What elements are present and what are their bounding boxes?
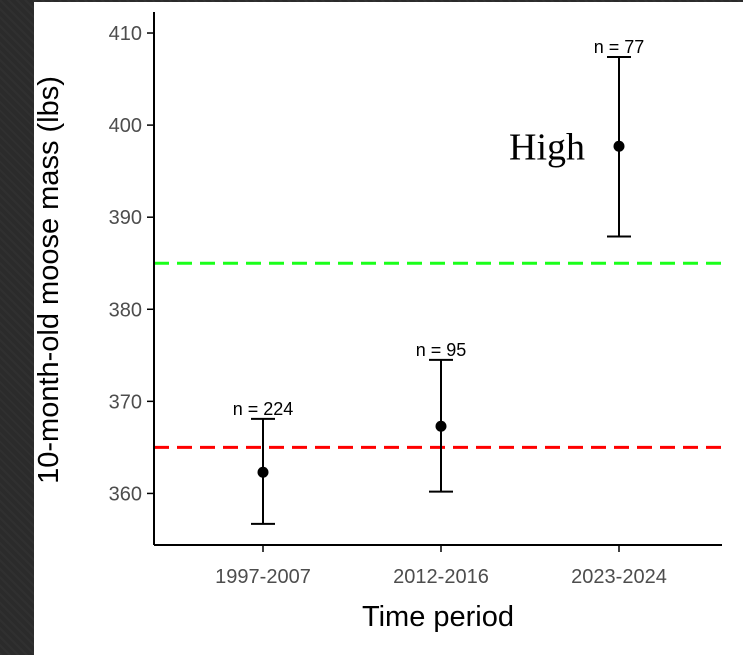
y-tick-label-370: 370: [109, 391, 142, 413]
x-tick-label-2012-2016: 2012-2016: [393, 566, 489, 588]
y-axis-title: 10-month-old moose mass (lbs): [34, 76, 65, 484]
annotation-high: High: [509, 126, 585, 168]
y-tick-label-360: 360: [109, 483, 142, 505]
y-tick-label-390: 390: [109, 207, 142, 229]
data-point-1997-2007: [257, 466, 269, 478]
y-tick-label-400: 400: [109, 115, 142, 137]
y-tick-label-410: 410: [109, 23, 142, 45]
data-point-2012-2016: [435, 420, 447, 432]
x-axis-title: Time period: [362, 601, 514, 633]
n-label-2012-2016: n = 95: [416, 340, 467, 360]
data-point-2023-2024: [613, 140, 625, 152]
n-label-1997-2007: n = 224: [233, 399, 294, 419]
plot-panel: 360 370 380 390 400 410 1997-2007 2012-2016 2023…: [34, 2, 743, 655]
moose-mass-chart: 360 370 380 390 400 410 1997-2007 2012-2016 2023…: [34, 12, 722, 633]
n-label-2023-2024: n = 77: [594, 37, 645, 57]
y-tick-label-380: 380: [109, 299, 142, 321]
x-tick-label-1997-2007: 1997-2007: [215, 566, 311, 588]
x-tick-label-2023-2024: 2023-2024: [571, 566, 667, 588]
